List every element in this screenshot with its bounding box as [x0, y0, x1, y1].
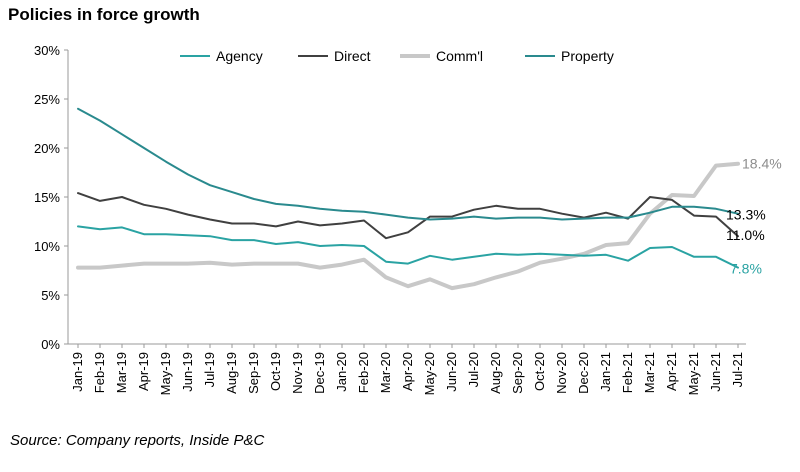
- x-tick-label: Jan-21: [598, 352, 613, 392]
- x-tick-label: Aug-20: [488, 352, 503, 394]
- x-tick-label: Oct-19: [268, 352, 283, 391]
- x-tick-label: Mar-21: [642, 352, 657, 393]
- x-tick-label: Feb-19: [92, 352, 107, 393]
- end-label-direct: 11.0%: [726, 227, 765, 243]
- legend-label-agency: Agency: [216, 48, 263, 64]
- x-tick-label: Nov-20: [554, 352, 569, 394]
- series-line-comml: [76, 161, 740, 291]
- chart-title: Policies in force growth: [8, 5, 200, 24]
- chart-series: [76, 107, 740, 291]
- x-tick-label: Feb-20: [356, 352, 371, 393]
- y-tick-label: 30%: [34, 43, 60, 58]
- chart-end-labels: 7.8% 11.0% 18.4% 13.3%: [726, 156, 782, 277]
- x-tick-label: Apr-21: [664, 352, 679, 391]
- legend-label-comml: Comm'l: [436, 48, 483, 64]
- series-line-agency: [77, 225, 739, 269]
- source-note: Source: Company reports, Inside P&C: [10, 432, 265, 449]
- x-tick-label: Mar-20: [378, 352, 393, 393]
- x-tick-label: Jul-19: [202, 352, 217, 387]
- legend-label-direct: Direct: [334, 48, 371, 64]
- x-tick-label: May-19: [158, 352, 173, 395]
- x-tick-label: Jul-21: [730, 352, 745, 387]
- x-tick-label: Mar-19: [114, 352, 129, 393]
- x-tick-label: Feb-21: [620, 352, 635, 393]
- x-tick-label: Jul-20: [466, 352, 481, 387]
- series-line-property: [77, 107, 739, 221]
- x-tick-label: Dec-20: [576, 352, 591, 394]
- end-label-comml: 18.4%: [742, 156, 782, 172]
- x-tick-label: Sep-20: [510, 352, 525, 394]
- end-label-property: 13.3%: [726, 207, 766, 223]
- x-tick-label: Jan-20: [334, 352, 349, 392]
- y-tick-label: 20%: [34, 141, 60, 156]
- x-tick-label: Nov-19: [290, 352, 305, 394]
- x-tick-label: May-20: [422, 352, 437, 395]
- end-label-agency: 7.8%: [730, 261, 762, 277]
- x-tick-label: May-21: [686, 352, 701, 395]
- y-tick-label: 10%: [34, 239, 60, 254]
- x-tick-label: Jun-19: [180, 352, 195, 392]
- x-tick-label: Jun-20: [444, 352, 459, 392]
- legend-label-property: Property: [561, 48, 614, 64]
- x-tick-label: Jun-21: [708, 352, 723, 392]
- x-tick-label: Sep-19: [246, 352, 261, 394]
- y-tick-label: 5%: [41, 288, 60, 303]
- x-tick-label: Apr-19: [136, 352, 151, 391]
- chart-legend: Agency Direct Comm'l Property: [180, 48, 614, 64]
- y-tick-label: 0%: [41, 337, 60, 352]
- x-tick-label: Dec-19: [312, 352, 327, 394]
- x-tick-label: Jan-19: [70, 352, 85, 392]
- chart-axes: 0% 5% 10% 15% 20% 25% 30% Jan-19 Feb-19 Mar-19 Apr…: [34, 43, 746, 395]
- x-tick-label: Aug-19: [224, 352, 239, 394]
- x-tick-label: Apr-20: [400, 352, 415, 391]
- y-tick-label: 15%: [34, 190, 60, 205]
- y-tick-label: 25%: [34, 92, 60, 107]
- x-tick-label: Oct-20: [532, 352, 547, 391]
